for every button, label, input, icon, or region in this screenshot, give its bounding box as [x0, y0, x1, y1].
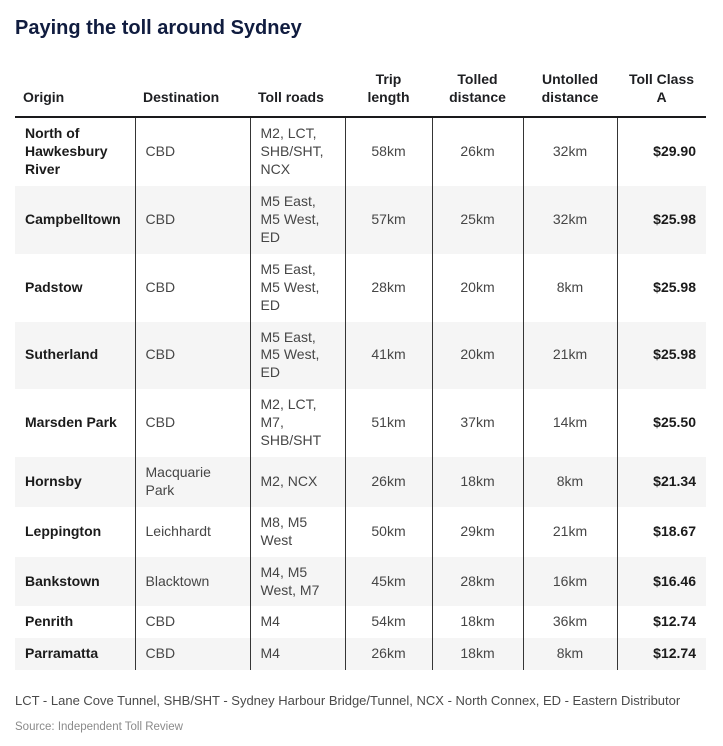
- footnote: LCT - Lane Cove Tunnel, SHB/SHT - Sydney…: [15, 693, 681, 709]
- cell-toll_class_a: $18.67: [616, 506, 706, 557]
- cell-tolled_distance: 18km: [431, 606, 523, 639]
- cell-toll_class_a: $25.98: [616, 186, 706, 254]
- cell-toll_roads: M2, LCT, M7, SHB/SHT: [249, 389, 345, 457]
- table-row: Padstow CBD M5 East, M5 West, ED 28km 20km 8k…: [15, 253, 706, 322]
- cell-untolled_distance: 32km: [522, 186, 617, 254]
- cell-untolled_distance: 8km: [522, 456, 617, 507]
- cell-untolled_distance: 8km: [522, 253, 617, 322]
- cell-toll_roads: M5 East, M5 West, ED: [249, 186, 345, 254]
- table-body: North of Hawkesbury River CBD M2, LCT, SHB…: [15, 117, 706, 671]
- column-header-trip_length: Trip length: [345, 70, 432, 119]
- cell-tolled_distance: 29km: [431, 506, 523, 557]
- cell-tolled_distance: 18km: [431, 638, 523, 671]
- cell-origin: Campbelltown: [25, 211, 121, 227]
- table-row: Hornsby Macquarie Park M2, NCX 26km 18km 8km $…: [15, 456, 706, 507]
- cell-destination: CBD: [134, 321, 250, 390]
- cell-toll_class_a: $25.98: [616, 253, 706, 322]
- table-row: Parramatta CBD M4 26km 18km 8km $12.74: [15, 638, 706, 671]
- cell-toll_roads: M4: [249, 638, 345, 671]
- cell-toll_class_a: $16.46: [616, 556, 706, 607]
- cell-toll_roads: M5 East, M5 West, ED: [249, 321, 345, 390]
- cell-trip_length: 54km: [344, 606, 432, 639]
- cell-tolled_distance: 26km: [431, 117, 523, 187]
- cell-toll_class_a: $25.98: [616, 321, 706, 390]
- cell-origin: North of Hawkesbury River: [25, 125, 108, 178]
- cell-tolled_distance: 20km: [431, 321, 523, 390]
- cell-tolled_distance: 37km: [431, 389, 523, 457]
- column-header-tolled_distance: Tolled distance: [432, 70, 523, 119]
- table-row: North of Hawkesbury River CBD M2, LCT, SHB…: [15, 117, 706, 187]
- cell-toll_roads: M8, M5 West: [249, 506, 345, 557]
- cell-toll_class_a: $21.34: [616, 456, 706, 507]
- cell-destination: Blacktown: [134, 556, 250, 607]
- cell-destination: Macquarie Park: [134, 456, 250, 507]
- cell-trip_length: 58km: [344, 117, 432, 187]
- cell-destination: CBD: [134, 253, 250, 322]
- cell-untolled_distance: 14km: [522, 389, 617, 457]
- cell-origin: Bankstown: [25, 572, 100, 589]
- column-header-origin: Origin: [15, 70, 135, 119]
- cell-destination: CBD: [134, 117, 250, 187]
- cell-toll_class_a: $29.90: [616, 117, 706, 187]
- header-row: Origin Destination Toll roads Trip length To…: [15, 70, 706, 119]
- cell-untolled_distance: 21km: [522, 506, 617, 557]
- cell-toll_roads: M2, NCX: [249, 456, 345, 507]
- table-row: Bankstown Blacktown M4, M5 West, M7 45km 28k…: [15, 556, 706, 607]
- cell-origin: Parramatta: [25, 645, 99, 662]
- cell-toll_roads: M5 East, M5 West, ED: [249, 253, 345, 322]
- cell-untolled_distance: 36km: [522, 606, 617, 639]
- cell-toll_roads: M4: [249, 606, 345, 639]
- cell-trip_length: 57km: [344, 186, 432, 254]
- cell-trip_length: 45km: [344, 556, 432, 607]
- cell-toll_class_a: $12.74: [616, 638, 706, 671]
- cell-origin: Padstow: [25, 278, 83, 295]
- cell-toll_roads: M4, M5 West, M7: [249, 556, 345, 607]
- table-row: Leppington Leichhardt M8, M5 West 50km 29km 2…: [15, 506, 706, 557]
- cell-destination: CBD: [134, 638, 250, 671]
- column-header-untolled_distance: Untolled distance: [523, 70, 617, 119]
- cell-destination: CBD: [134, 606, 250, 639]
- cell-origin: Leppington: [25, 522, 102, 539]
- table-row: Marsden Park CBD M2, LCT, M7, SHB/SHT 51km 3…: [15, 389, 706, 457]
- cell-tolled_distance: 18km: [431, 456, 523, 507]
- cell-trip_length: 51km: [344, 389, 432, 457]
- cell-trip_length: 26km: [344, 638, 432, 671]
- table-row: Sutherland CBD M5 East, M5 West, ED 41km 20k…: [15, 321, 706, 390]
- cell-tolled_distance: 20km: [431, 253, 523, 322]
- source-line: Source: Independent Toll Review: [15, 721, 183, 734]
- toll-table: Origin Destination Toll roads Trip length To…: [15, 70, 706, 671]
- cell-tolled_distance: 25km: [431, 186, 523, 254]
- cell-destination: CBD: [134, 389, 250, 457]
- page-title: Paying the toll around Sydney: [15, 17, 302, 39]
- column-header-toll_class_a: Toll Class A: [617, 70, 706, 119]
- cell-origin: Hornsby: [25, 472, 82, 489]
- cell-untolled_distance: 21km: [522, 321, 617, 390]
- table-row: Penrith CBD M4 54km 18km 36km $12.74: [15, 606, 706, 639]
- cell-trip_length: 26km: [344, 456, 432, 507]
- cell-toll_class_a: $12.74: [616, 606, 706, 639]
- cell-trip_length: 50km: [344, 506, 432, 557]
- cell-untolled_distance: 32km: [522, 117, 617, 187]
- cell-untolled_distance: 16km: [522, 556, 617, 607]
- table-row: Campbelltown CBD M5 East, M5 West, ED 57km 2…: [15, 186, 706, 254]
- cell-untolled_distance: 8km: [522, 638, 617, 671]
- cell-origin: Marsden Park: [25, 414, 117, 431]
- cell-tolled_distance: 28km: [431, 556, 523, 607]
- cell-destination: CBD: [134, 186, 250, 254]
- cell-toll_roads: M2, LCT, SHB/SHT, NCX: [249, 117, 345, 187]
- column-header-toll_roads: Toll roads: [250, 70, 345, 119]
- table-header: Origin Destination Toll roads Trip length To…: [15, 70, 706, 119]
- cell-toll_class_a: $25.50: [616, 389, 706, 457]
- cell-trip_length: 41km: [344, 321, 432, 390]
- cell-origin: Penrith: [25, 613, 74, 630]
- cell-origin: Sutherland: [25, 346, 99, 363]
- cell-trip_length: 28km: [344, 253, 432, 322]
- column-header-destination: Destination: [135, 70, 250, 119]
- cell-destination: Leichhardt: [134, 506, 250, 557]
